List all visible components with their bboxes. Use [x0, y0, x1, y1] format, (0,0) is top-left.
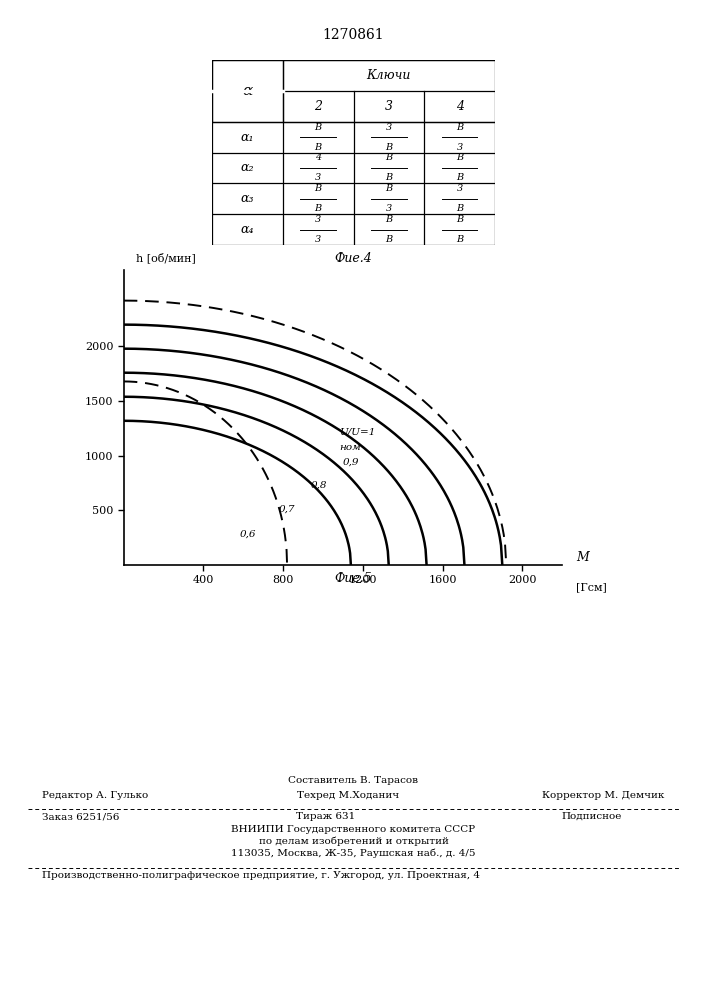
Text: 3: 3	[315, 215, 321, 224]
Text: B: B	[456, 153, 463, 162]
Text: 1270861: 1270861	[322, 28, 385, 42]
Text: 3: 3	[457, 184, 462, 193]
Text: Ключи: Ключи	[367, 69, 411, 82]
Text: U/U=1: U/U=1	[339, 427, 375, 436]
Text: B: B	[385, 173, 392, 182]
Text: 3: 3	[385, 100, 393, 113]
Text: B: B	[385, 235, 392, 244]
Text: α₃: α₃	[240, 192, 255, 205]
Text: B: B	[456, 204, 463, 213]
Text: 3: 3	[386, 123, 392, 132]
Text: h [об/мин]: h [об/мин]	[136, 253, 196, 263]
Text: α₄: α₄	[240, 223, 255, 236]
Text: 3: 3	[315, 173, 321, 182]
Text: Подписное: Подписное	[562, 812, 622, 821]
Text: B: B	[385, 215, 392, 224]
Text: Составитель В. Тарасов: Составитель В. Тарасов	[288, 776, 419, 785]
Text: 3: 3	[457, 143, 462, 152]
Text: 113035, Москва, Ж-35, Раушская наб., д. 4/5: 113035, Москва, Ж-35, Раушская наб., д. …	[231, 848, 476, 858]
Text: Редактор А. Гулько: Редактор А. Гулько	[42, 791, 148, 800]
Text: B: B	[456, 235, 463, 244]
Text: B: B	[315, 184, 322, 193]
Text: α: α	[243, 84, 252, 98]
Text: 4: 4	[315, 153, 321, 162]
Text: Техред М.Ходанич: Техред М.Ходанич	[297, 791, 399, 800]
Text: 0,9: 0,9	[343, 458, 359, 467]
Text: B: B	[456, 123, 463, 132]
Text: B: B	[456, 215, 463, 224]
Text: Заказ 6251/56: Заказ 6251/56	[42, 812, 119, 821]
Text: Корректор М. Демчик: Корректор М. Демчик	[542, 791, 665, 800]
Text: B: B	[385, 153, 392, 162]
Text: B: B	[385, 184, 392, 193]
Text: 0,8: 0,8	[311, 481, 327, 490]
Text: B: B	[456, 173, 463, 182]
Text: 3: 3	[315, 235, 321, 244]
Text: 4: 4	[455, 100, 464, 113]
Text: Фие.4: Фие.4	[334, 252, 373, 265]
Text: B: B	[385, 143, 392, 152]
Text: Фие.5: Фие.5	[334, 572, 373, 585]
Text: Тираж 631: Тираж 631	[296, 812, 355, 821]
Text: по делам изобретений и открытий: по делам изобретений и открытий	[259, 836, 448, 846]
Text: B: B	[315, 204, 322, 213]
Text: B: B	[315, 143, 322, 152]
Text: B: B	[315, 123, 322, 132]
Text: [Гсм]: [Гсм]	[576, 582, 607, 592]
Text: 2: 2	[314, 100, 322, 113]
Text: 0,7: 0,7	[279, 505, 296, 514]
Text: α₂: α₂	[240, 161, 255, 174]
Text: 3: 3	[386, 204, 392, 213]
Text: M: M	[576, 551, 589, 564]
Text: ном: ном	[339, 442, 361, 452]
Text: 0,6: 0,6	[239, 530, 256, 539]
Text: α₁: α₁	[240, 131, 255, 144]
Text: Производственно-полиграфическое предприятие, г. Ужгород, ул. Проектная, 4: Производственно-полиграфическое предприя…	[42, 871, 481, 880]
Text: ВНИИПИ Государственного комитета СССР: ВНИИПИ Государственного комитета СССР	[231, 825, 476, 834]
